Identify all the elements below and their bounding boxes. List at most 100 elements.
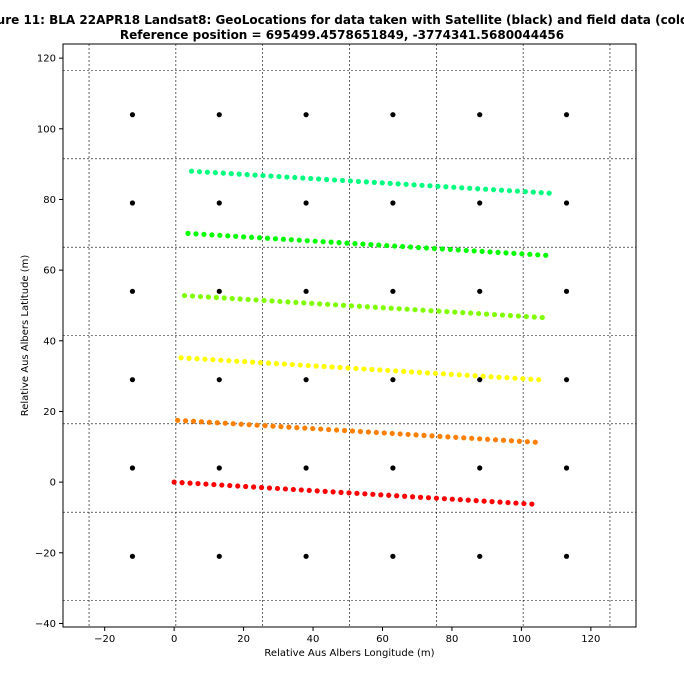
field-point xyxy=(336,240,342,246)
axis-ticks: −20 0 20 40 60 80 100 120 −40 −20 0 20 40 60 80 100 120 xyxy=(35,54,601,645)
field-point xyxy=(484,436,491,442)
field-point xyxy=(318,426,324,432)
field-point xyxy=(321,363,327,370)
field-point xyxy=(497,499,503,505)
field-point xyxy=(479,248,485,254)
field-point xyxy=(304,238,310,244)
field-point xyxy=(515,313,521,319)
satellite-point xyxy=(390,465,396,471)
field-point xyxy=(353,365,359,372)
field-point xyxy=(309,300,315,306)
field-point xyxy=(531,314,537,320)
field-point xyxy=(405,431,411,438)
field-point xyxy=(372,304,378,310)
field-point xyxy=(437,433,443,439)
x-tick-label: 100 xyxy=(512,634,531,645)
field-point xyxy=(384,242,390,249)
field-point xyxy=(401,368,407,374)
field-point xyxy=(417,494,424,500)
field-point xyxy=(464,372,470,378)
satellite-point xyxy=(129,112,136,118)
field-point xyxy=(431,245,438,252)
field-point xyxy=(411,182,417,188)
field-point xyxy=(511,250,517,256)
field-point xyxy=(488,374,494,380)
field-point xyxy=(463,247,469,254)
field-point xyxy=(257,360,264,366)
satellite-point xyxy=(563,288,570,294)
field-point xyxy=(435,183,441,189)
field-point xyxy=(360,241,366,247)
y-tick-label: 80 xyxy=(43,195,56,206)
field-point xyxy=(285,299,291,305)
field-point xyxy=(368,241,374,248)
field-point xyxy=(499,312,506,318)
x-tick-label: 20 xyxy=(237,634,250,645)
field-point xyxy=(503,250,509,256)
field-point xyxy=(195,480,201,487)
field-point xyxy=(380,305,386,311)
field-point xyxy=(281,361,288,367)
field-point xyxy=(209,232,215,238)
field-point xyxy=(277,298,283,305)
field-point xyxy=(254,422,260,428)
field-point xyxy=(339,177,346,184)
field-point xyxy=(227,482,233,489)
field-point xyxy=(276,173,282,180)
field-point xyxy=(508,438,515,444)
field-point xyxy=(298,487,304,493)
field-point xyxy=(376,242,382,248)
field-point xyxy=(355,178,362,185)
field-point xyxy=(251,484,257,490)
field-point xyxy=(284,174,290,180)
field-point xyxy=(196,169,203,175)
field-point xyxy=(219,482,225,488)
field-point xyxy=(495,249,501,255)
field-point xyxy=(220,170,226,176)
y-tick-label: −20 xyxy=(35,548,56,559)
field-point xyxy=(512,375,518,381)
field-point xyxy=(243,483,249,490)
field-point xyxy=(362,491,368,497)
field-point xyxy=(190,418,197,424)
field-point xyxy=(421,432,427,438)
field-point xyxy=(419,182,425,188)
field-point xyxy=(204,169,210,175)
field-point xyxy=(487,249,493,255)
field-point xyxy=(301,300,307,306)
field-point xyxy=(519,251,525,257)
field-point xyxy=(363,179,369,185)
field-point xyxy=(432,370,439,376)
field-point xyxy=(523,313,529,320)
field-point xyxy=(444,309,450,315)
field-point xyxy=(242,359,248,365)
field-point xyxy=(461,435,467,441)
field-point xyxy=(260,172,266,179)
field-point xyxy=(181,292,188,299)
field-point xyxy=(320,239,326,245)
field-point xyxy=(471,248,477,254)
field-point xyxy=(416,369,423,375)
field-point xyxy=(317,301,323,307)
field-point xyxy=(233,233,239,239)
field-point xyxy=(202,356,208,362)
field-point xyxy=(364,304,370,310)
satellite-point xyxy=(129,288,136,294)
field-point xyxy=(387,180,393,186)
y-tick-label: 60 xyxy=(43,266,56,277)
x-tick-label: −20 xyxy=(94,634,115,645)
field-point xyxy=(440,371,446,377)
satellite-point xyxy=(390,200,396,206)
field-point xyxy=(241,234,247,240)
field-point xyxy=(459,185,465,191)
field-point xyxy=(427,183,433,189)
satellite-point xyxy=(390,288,396,294)
field-point xyxy=(451,184,457,190)
field-point xyxy=(361,366,367,372)
field-point xyxy=(352,241,358,247)
field-point xyxy=(194,356,200,362)
field-point xyxy=(513,500,519,506)
field-point xyxy=(250,359,256,365)
field-point xyxy=(230,421,236,427)
satellite-point xyxy=(303,288,309,294)
